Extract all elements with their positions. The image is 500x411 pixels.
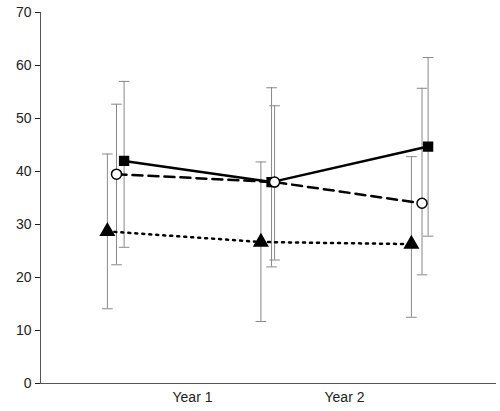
svg-text:50: 50 xyxy=(16,110,32,126)
svg-text:Year 1: Year 1 xyxy=(173,389,213,405)
svg-text:70: 70 xyxy=(16,4,32,20)
svg-text:40: 40 xyxy=(16,163,32,179)
svg-text:10: 10 xyxy=(16,322,32,338)
svg-text:30: 30 xyxy=(16,216,32,232)
svg-text:20: 20 xyxy=(16,269,32,285)
svg-text:60: 60 xyxy=(16,57,32,73)
svg-text:Year 2: Year 2 xyxy=(325,389,365,405)
svg-text:0: 0 xyxy=(24,375,32,391)
